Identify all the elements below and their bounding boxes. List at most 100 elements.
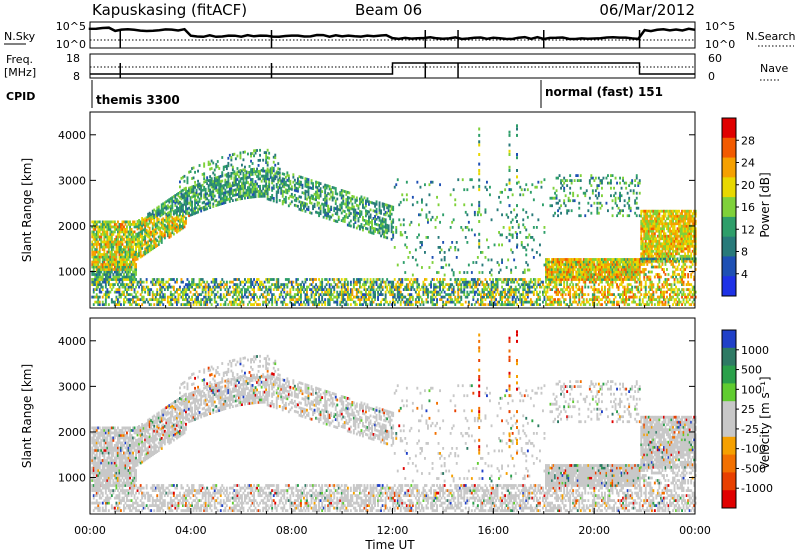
power-cell: [136, 257, 139, 261]
power-cell: [548, 295, 550, 299]
power-cell: [129, 270, 131, 274]
power-cell: [552, 300, 555, 304]
power-cell: [539, 290, 541, 294]
power-cell: [113, 300, 116, 304]
power-cell: [132, 298, 134, 301]
power-cell: [514, 266, 517, 269]
power-cell: [206, 280, 209, 284]
power-cell: [393, 246, 396, 249]
power-cell: [259, 283, 261, 286]
power-cell: [319, 293, 322, 296]
power-cell: [100, 245, 103, 249]
power-cell: [596, 260, 599, 264]
power-cell: [224, 191, 227, 194]
power-cell: [496, 278, 499, 281]
power-cell: [194, 300, 196, 304]
power-cell: [254, 300, 257, 304]
power-cell: [557, 268, 559, 271]
power-cell: [346, 203, 349, 207]
power-cell: [405, 300, 408, 304]
power-cell: [197, 193, 199, 196]
power-cell: [313, 192, 316, 196]
power-cell: [434, 295, 437, 299]
power-cell: [510, 220, 513, 224]
power-cell: [113, 265, 116, 269]
power-cell: [549, 273, 552, 276]
power-cell: [233, 193, 236, 197]
power-cell: [212, 205, 215, 208]
power-cell: [561, 278, 564, 281]
power-cell: [113, 230, 116, 234]
power-cell: [345, 290, 348, 294]
power-cell: [396, 295, 399, 299]
power-cell: [564, 303, 567, 306]
power-cell: [138, 303, 140, 306]
power-cell: [516, 288, 519, 291]
power-cell: [115, 288, 118, 291]
power-cell: [342, 293, 345, 296]
power-cell: [336, 300, 339, 304]
power-cell: [334, 283, 337, 286]
power-cell: [124, 220, 127, 224]
power-cell: [357, 204, 360, 208]
power-cell: [564, 273, 567, 276]
power-cell: [127, 273, 130, 276]
power-cell: [186, 212, 189, 216]
power-cell: [135, 235, 137, 239]
power-cell: [307, 188, 310, 192]
power-cell: [567, 285, 570, 289]
power-cell: [259, 288, 261, 291]
power-cell: [112, 285, 115, 289]
power-cell: [197, 285, 199, 289]
power-cell: [339, 293, 342, 296]
power-cell: [123, 283, 125, 286]
power-cell: [340, 293, 343, 296]
power-cell: [395, 226, 398, 229]
power-cell: [575, 263, 578, 266]
power-cell: [171, 203, 174, 207]
power-cell: [224, 183, 227, 187]
power-cell: [278, 167, 281, 171]
power-cell: [110, 288, 113, 291]
power-cell: [245, 173, 248, 177]
power-cell: [117, 228, 119, 231]
power-cell: [185, 209, 187, 213]
power-cell: [263, 300, 266, 304]
power-cell: [113, 263, 116, 266]
power-cell: [349, 303, 352, 306]
power-cell: [555, 283, 558, 286]
power-cell: [159, 232, 162, 235]
power-cell: [239, 177, 242, 181]
power-cell: [100, 255, 103, 259]
power-cell: [139, 228, 142, 231]
power-cell: [327, 214, 330, 218]
power-cell: [363, 196, 366, 200]
power-cell: [266, 192, 269, 196]
power-cell: [174, 204, 177, 207]
power-cell: [91, 255, 94, 259]
power-cell: [300, 290, 302, 294]
power-cell: [253, 169, 255, 173]
power-cell: [454, 278, 457, 281]
power-cell: [189, 290, 192, 294]
power-cell: [207, 179, 210, 182]
power-cell: [545, 290, 547, 294]
power-cell: [522, 288, 525, 291]
power-cell: [365, 300, 367, 304]
power-cell: [147, 232, 150, 236]
power-cell: [535, 290, 538, 294]
power-cell: [117, 298, 119, 301]
power-cell: [336, 205, 339, 208]
power-cell: [138, 285, 140, 289]
power-cell: [166, 300, 169, 304]
power-cell: [569, 199, 572, 203]
power-cell: [318, 293, 320, 296]
power-cell: [138, 298, 140, 301]
power-cell: [124, 255, 127, 259]
power-cell: [191, 205, 193, 209]
power-cell: [100, 240, 103, 244]
power-cell: [579, 174, 582, 177]
power-cell: [210, 195, 213, 199]
power-cell: [567, 209, 570, 213]
power-cell: [257, 285, 260, 289]
